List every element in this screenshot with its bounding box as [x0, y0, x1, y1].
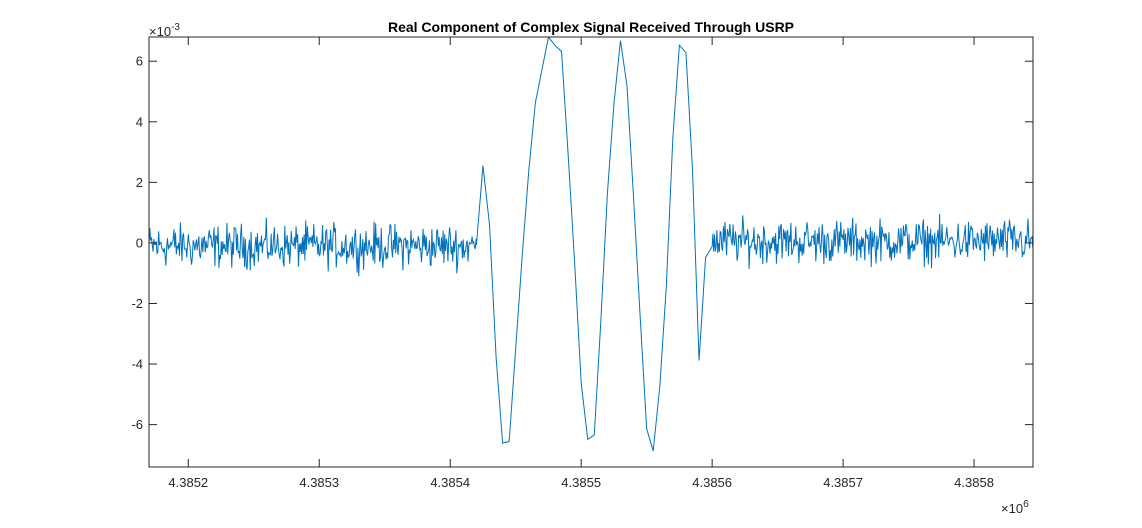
x-tick-label: 4.3855 [561, 475, 601, 490]
x-multiplier-base: ×10 [1001, 501, 1023, 516]
x-tick-label: 4.3854 [430, 475, 470, 490]
x-tick-label: 4.3852 [168, 475, 208, 490]
y-tick-label: -6 [131, 417, 143, 432]
y-tick-label: -2 [131, 296, 143, 311]
x-multiplier-label: ×106 [1001, 499, 1029, 516]
y-multiplier-label: ×10-3 [149, 22, 180, 39]
x-tick-label: 4.3857 [823, 475, 863, 490]
y-tick-label: 2 [136, 175, 143, 190]
y-multiplier-exponent: -3 [171, 22, 180, 33]
x-tick-label: 4.3856 [692, 475, 732, 490]
y-tick-label: 6 [136, 54, 143, 69]
x-tick-label: 4.3853 [299, 475, 339, 490]
series-layer [148, 36, 1034, 452]
x-multiplier-exponent: 6 [1023, 499, 1029, 510]
signal-series-line [148, 36, 1034, 452]
x-tick-label: 4.3858 [954, 475, 994, 490]
y-tick-label: 0 [136, 235, 143, 250]
y-multiplier-base: ×10 [149, 24, 171, 39]
y-tick-label: 4 [136, 114, 143, 129]
y-tick-label: -4 [131, 357, 143, 372]
plot-area [149, 37, 1033, 467]
axes-box [148, 36, 1034, 468]
ticks-layer: 4.3852 4.3853 4.3854 4.3855 4.3856 4.3857 4.38… [131, 37, 1033, 490]
chart-title: Real Component of Complex Signal Receive… [388, 19, 794, 35]
